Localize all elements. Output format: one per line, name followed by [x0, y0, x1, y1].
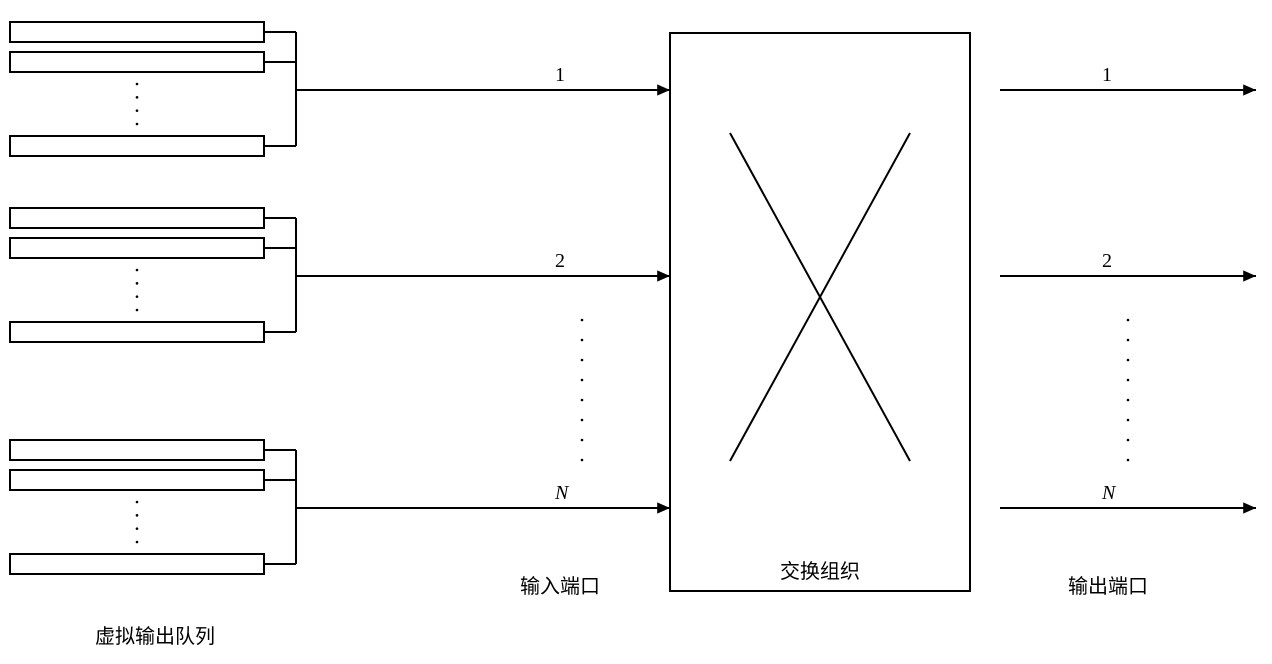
input-port-num-2: 2	[555, 250, 565, 273]
label-output-port: 输出端口	[1068, 570, 1148, 599]
input-port-num-1: 1	[555, 64, 565, 87]
label-voq: 虚拟输出队列	[95, 620, 215, 649]
switch-architecture-diagram	[0, 0, 1272, 664]
output-port-num-n: N	[1102, 482, 1115, 505]
output-port-num-2: 2	[1102, 250, 1112, 273]
input-port-num-n: N	[555, 482, 568, 505]
output-port-num-1: 1	[1102, 64, 1112, 87]
label-switch-fabric: 交换组织	[780, 555, 860, 584]
label-input-port: 输入端口	[520, 570, 600, 599]
